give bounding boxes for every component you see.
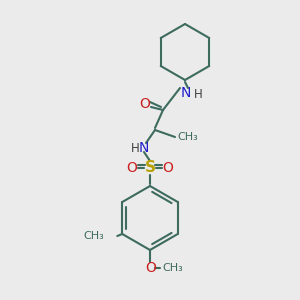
Text: CH₃: CH₃ [83, 231, 104, 241]
Text: O: O [163, 161, 173, 175]
Text: H: H [194, 88, 202, 101]
Text: N: N [181, 86, 191, 100]
Text: H: H [131, 142, 140, 154]
Text: N: N [139, 141, 149, 155]
Text: O: O [146, 261, 156, 275]
Text: CH₃: CH₃ [177, 132, 198, 142]
Text: CH₃: CH₃ [162, 263, 183, 273]
Text: O: O [140, 97, 150, 111]
Text: O: O [127, 161, 137, 175]
Text: S: S [145, 160, 155, 175]
